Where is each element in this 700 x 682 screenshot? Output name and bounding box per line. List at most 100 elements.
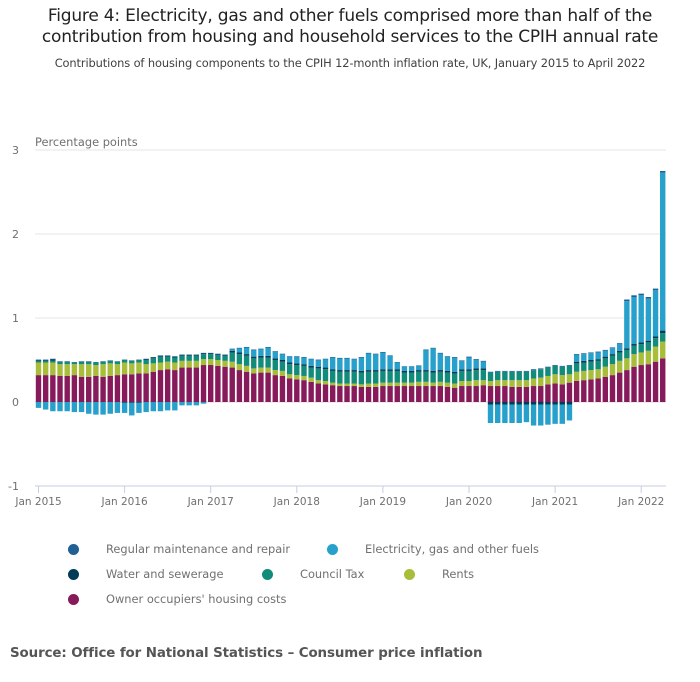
bar-segment-rents: [538, 377, 544, 387]
bar-segment-owner-occupiers-housing-costs: [451, 387, 458, 402]
legend-item[interactable]: Regular maintenance and repair: [68, 542, 290, 556]
bar-segment-owner-occupiers-housing-costs: [286, 378, 293, 402]
bar-segment-water-and-sewerage: [423, 370, 429, 372]
bar-segment-owner-occupiers-housing-costs: [114, 375, 121, 402]
bar-segment-council-tax: [64, 361, 70, 365]
bar-segment-rents: [315, 380, 322, 384]
bar-segment-electricity-gas-and-other-fuels: [581, 354, 587, 361]
bar-segment-regular-maintenance-and-repair: [466, 356, 472, 358]
bar-segment-council-tax: [114, 361, 121, 365]
bar-segment-council-tax: [631, 345, 637, 355]
bar-segment-regular-maintenance-and-repair: [294, 356, 300, 357]
bar-segment-owner-occupiers-housing-costs: [387, 386, 393, 402]
bar-segment-rents: [215, 360, 221, 366]
bar-segment-electricity-gas-and-other-fuels: [308, 359, 314, 366]
bar-segment-electricity-gas-and-other-fuels: [179, 402, 185, 406]
bar-segment-council-tax: [286, 364, 293, 375]
bar-segment-owner-occupiers-housing-costs: [480, 385, 487, 402]
bar-segment-owner-occupiers-housing-costs: [624, 370, 630, 402]
bar-segment-electricity-gas-and-other-fuels: [609, 348, 616, 355]
bar-segment-council-tax: [337, 371, 343, 384]
bar-segment-owner-occupiers-housing-costs: [380, 386, 386, 402]
legend-swatch-icon: [404, 568, 415, 580]
bar-segment-electricity-gas-and-other-fuels: [631, 297, 637, 345]
bar-segment-regular-maintenance-and-repair: [523, 370, 530, 372]
bar-segment-council-tax: [573, 363, 580, 372]
bar-segment-water-and-sewerage: [215, 354, 221, 355]
bar-segment-water-and-sewerage: [193, 354, 200, 356]
legend-item[interactable]: Council Tax: [262, 567, 364, 581]
bar-segment-water-and-sewerage: [143, 359, 149, 360]
bar-segment-regular-maintenance-and-repair: [208, 352, 214, 354]
bar-segment-council-tax: [279, 361, 286, 371]
x-tick-label: Jan 2016: [100, 496, 148, 508]
bar-segment-regular-maintenance-and-repair: [509, 370, 515, 372]
bar-segment-water-and-sewerage: [258, 355, 264, 358]
legend-item[interactable]: Electricity, gas and other fuels: [327, 542, 539, 556]
bar-segment-council-tax: [164, 356, 171, 362]
stacked-bar-chart: -1 0 1 2 3 Percentage points Jan 2015 Jan 2016 J…: [8, 135, 666, 508]
bar-segment-council-tax: [308, 367, 314, 378]
bar-segment-council-tax: [93, 362, 99, 366]
x-tick-label: Jan 2019: [359, 496, 406, 508]
bar-segment-owner-occupiers-housing-costs: [581, 380, 587, 402]
bar-segment-rents: [322, 381, 329, 385]
bar-segment-owner-occupiers-housing-costs: [502, 386, 508, 402]
bar-segment-council-tax: [229, 352, 235, 362]
bar-segment-rents: [136, 362, 142, 374]
bar-segment-electricity-gas-and-other-fuels: [251, 349, 257, 357]
bar-segment-council-tax: [129, 360, 135, 364]
legend-item[interactable]: Rents: [404, 567, 474, 581]
bar-segment-rents: [595, 369, 601, 379]
bar-segment-owner-occupiers-housing-costs: [437, 386, 443, 402]
bar-segment-council-tax: [222, 355, 228, 361]
bar-segment-owner-occupiers-housing-costs: [279, 375, 286, 402]
bar-segment-rents: [344, 383, 350, 387]
bar-segment-electricity-gas-and-other-fuels: [573, 354, 580, 362]
bar-segment-water-and-sewerage: [50, 359, 56, 361]
bar-segment-electricity-gas-and-other-fuels: [186, 402, 192, 406]
bar-segment-owner-occupiers-housing-costs: [42, 375, 49, 402]
bar-segment-council-tax: [588, 361, 594, 371]
bar-segment-regular-maintenance-and-repair: [473, 359, 479, 360]
bar-segment-council-tax: [136, 360, 142, 363]
bar-segment-rents: [616, 360, 623, 373]
bar-segment-electricity-gas-and-other-fuels: [530, 404, 537, 426]
bar-segment-electricity-gas-and-other-fuels: [451, 357, 458, 372]
bar-segment-council-tax: [538, 369, 544, 378]
bar-segment-owner-occupiers-housing-costs: [552, 383, 558, 402]
bar-segment-electricity-gas-and-other-fuels: [229, 349, 235, 351]
bar-segment-council-tax: [401, 372, 408, 383]
bar-segment-council-tax: [652, 338, 659, 347]
bar-segment-water-and-sewerage: [358, 370, 365, 373]
bar-segment-rents: [93, 365, 99, 376]
x-tick-label: Jan 2017: [187, 496, 234, 508]
bar-segment-council-tax: [416, 371, 422, 382]
bar-segment-regular-maintenance-and-repair: [129, 360, 135, 362]
bar-segment-owner-occupiers-housing-costs: [430, 386, 436, 402]
bar-segment-owner-occupiers-housing-costs: [616, 372, 623, 402]
y-tick-label: 2: [12, 228, 19, 241]
bar-segment-regular-maintenance-and-repair: [315, 359, 322, 361]
bar-segment-rents: [157, 362, 164, 371]
bar-segment-owner-occupiers-housing-costs: [301, 380, 307, 402]
bar-segment-water-and-sewerage: [616, 350, 623, 353]
bar-segment-water-and-sewerage: [42, 360, 49, 361]
bar-segment-electricity-gas-and-other-fuels: [243, 347, 250, 355]
bar-segment-regular-maintenance-and-repair: [423, 349, 429, 351]
bar-segment-electricity-gas-and-other-fuels: [495, 404, 501, 423]
bar-segment-electricity-gas-and-other-fuels: [430, 348, 436, 371]
bar-segment-owner-occupiers-housing-costs: [523, 386, 530, 402]
legend-item[interactable]: Owner occupiers' housing costs: [68, 592, 286, 606]
bar-segment-owner-occupiers-housing-costs: [545, 384, 551, 402]
bar-segment-owner-occupiers-housing-costs: [408, 386, 415, 402]
bar-segment-regular-maintenance-and-repair: [71, 362, 78, 363]
bar-segment-water-and-sewerage: [652, 336, 659, 339]
bar-segment-owner-occupiers-housing-costs: [172, 370, 178, 402]
legend-item[interactable]: Water and sewerage: [68, 567, 224, 581]
bar-segment-council-tax: [78, 361, 85, 365]
bar-segment-regular-maintenance-and-repair: [538, 368, 544, 370]
bar-segment-rents: [222, 360, 228, 367]
bar-segment-electricity-gas-and-other-fuels: [380, 352, 386, 370]
bar-segment-water-and-sewerage: [315, 366, 322, 369]
